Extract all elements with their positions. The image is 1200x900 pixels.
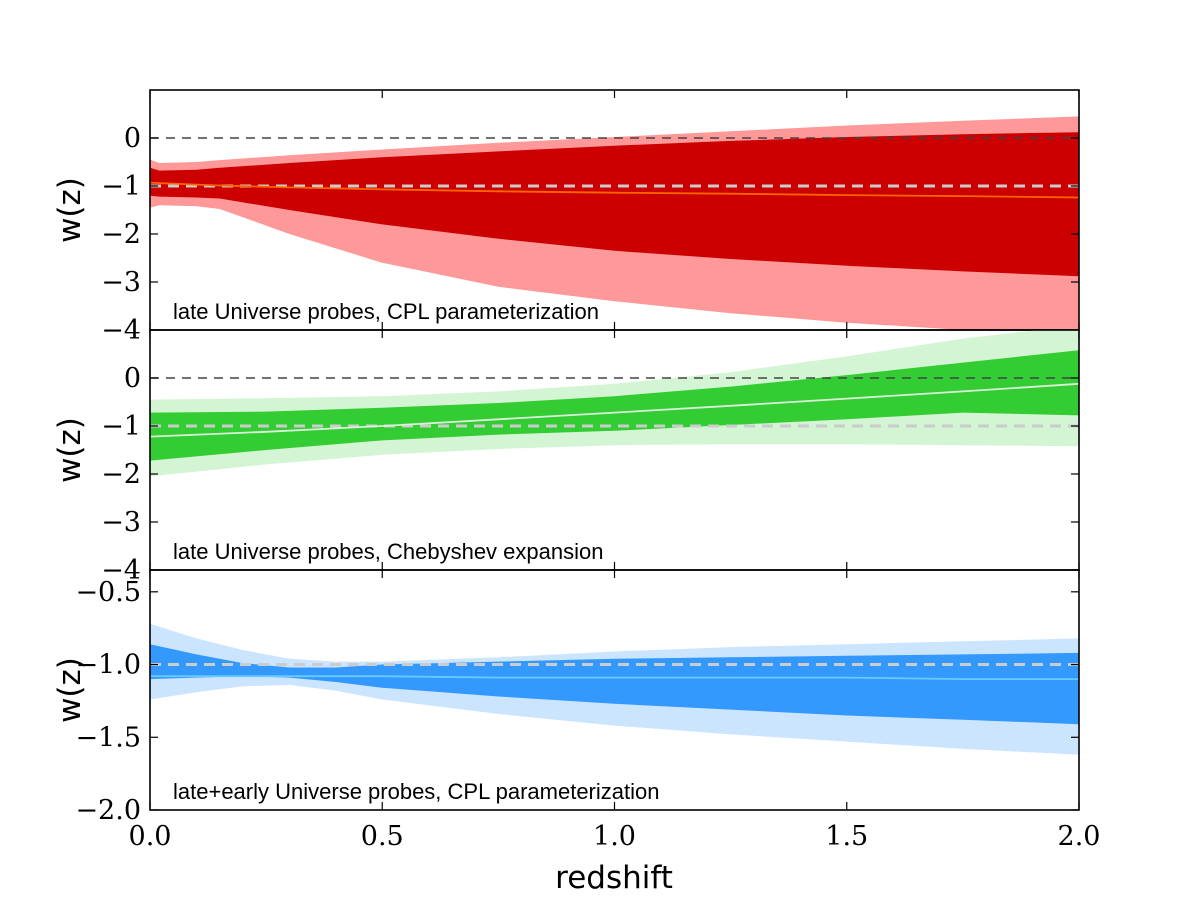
inner-confidence-band — [150, 644, 1079, 725]
y-tick-label: −1.0 — [75, 650, 141, 681]
x-tick-label: 0.5 — [361, 821, 404, 852]
y-axis-title: w(z) — [52, 177, 88, 243]
inner-confidence-band — [150, 132, 1079, 277]
x-tick-label: 1.0 — [593, 821, 636, 852]
y-tick-label: 0 — [124, 363, 141, 394]
x-tick-label: 0.0 — [129, 821, 172, 852]
x-tick-label: 2.0 — [1058, 821, 1101, 852]
y-tick-label: −4 — [101, 315, 141, 346]
y-axis-title: w(z) — [52, 657, 88, 723]
y-tick-label: 0 — [124, 123, 141, 154]
y-tick-label: −1 — [101, 411, 141, 442]
panel-annotation: late Universe probes, CPL parameterizati… — [173, 299, 599, 324]
x-tick-label: 1.5 — [825, 821, 868, 852]
panel-annotation: late Universe probes, Chebyshev expansio… — [173, 539, 603, 564]
y-tick-label: −2.0 — [75, 795, 141, 826]
x-axis-title: redshift — [555, 860, 673, 896]
panel-cpl-late-early: −0.5 −1.0 −1.5 −2.0 w(z) late+early Universe … — [52, 569, 1080, 826]
panel-cpl-late: 0 −1 −2 −3 −4 w(z) late Universe probes, CPL p… — [52, 89, 1080, 346]
y-tick-label: −1.5 — [75, 722, 141, 753]
y-tick-label: −3 — [101, 267, 141, 298]
y-tick-label: −0.5 — [75, 577, 141, 608]
panel-chebyshev-late: 0 −1 −2 −3 −4 w(z) late Universe probes, Cheby… — [52, 329, 1080, 586]
y-tick-label: −2 — [101, 219, 141, 250]
plot-area — [150, 623, 1079, 755]
mean-w-line — [150, 675, 1079, 680]
x-axis: redshift 0.0 0.5 1.0 1.5 2.0 — [129, 821, 1101, 896]
plot-area — [150, 116, 1079, 330]
plot-area — [150, 330, 1079, 477]
y-axis-title: w(z) — [52, 417, 88, 483]
y-tick-label: −4 — [101, 555, 141, 586]
y-tick-label: −2 — [101, 459, 141, 490]
mean-w-line — [150, 181, 1079, 199]
y-tick-label: −1 — [101, 171, 141, 202]
mean-w-line — [150, 382, 1079, 438]
panel-annotation: late+early Universe probes, CPL paramete… — [173, 779, 659, 804]
y-tick-label: −3 — [101, 507, 141, 538]
